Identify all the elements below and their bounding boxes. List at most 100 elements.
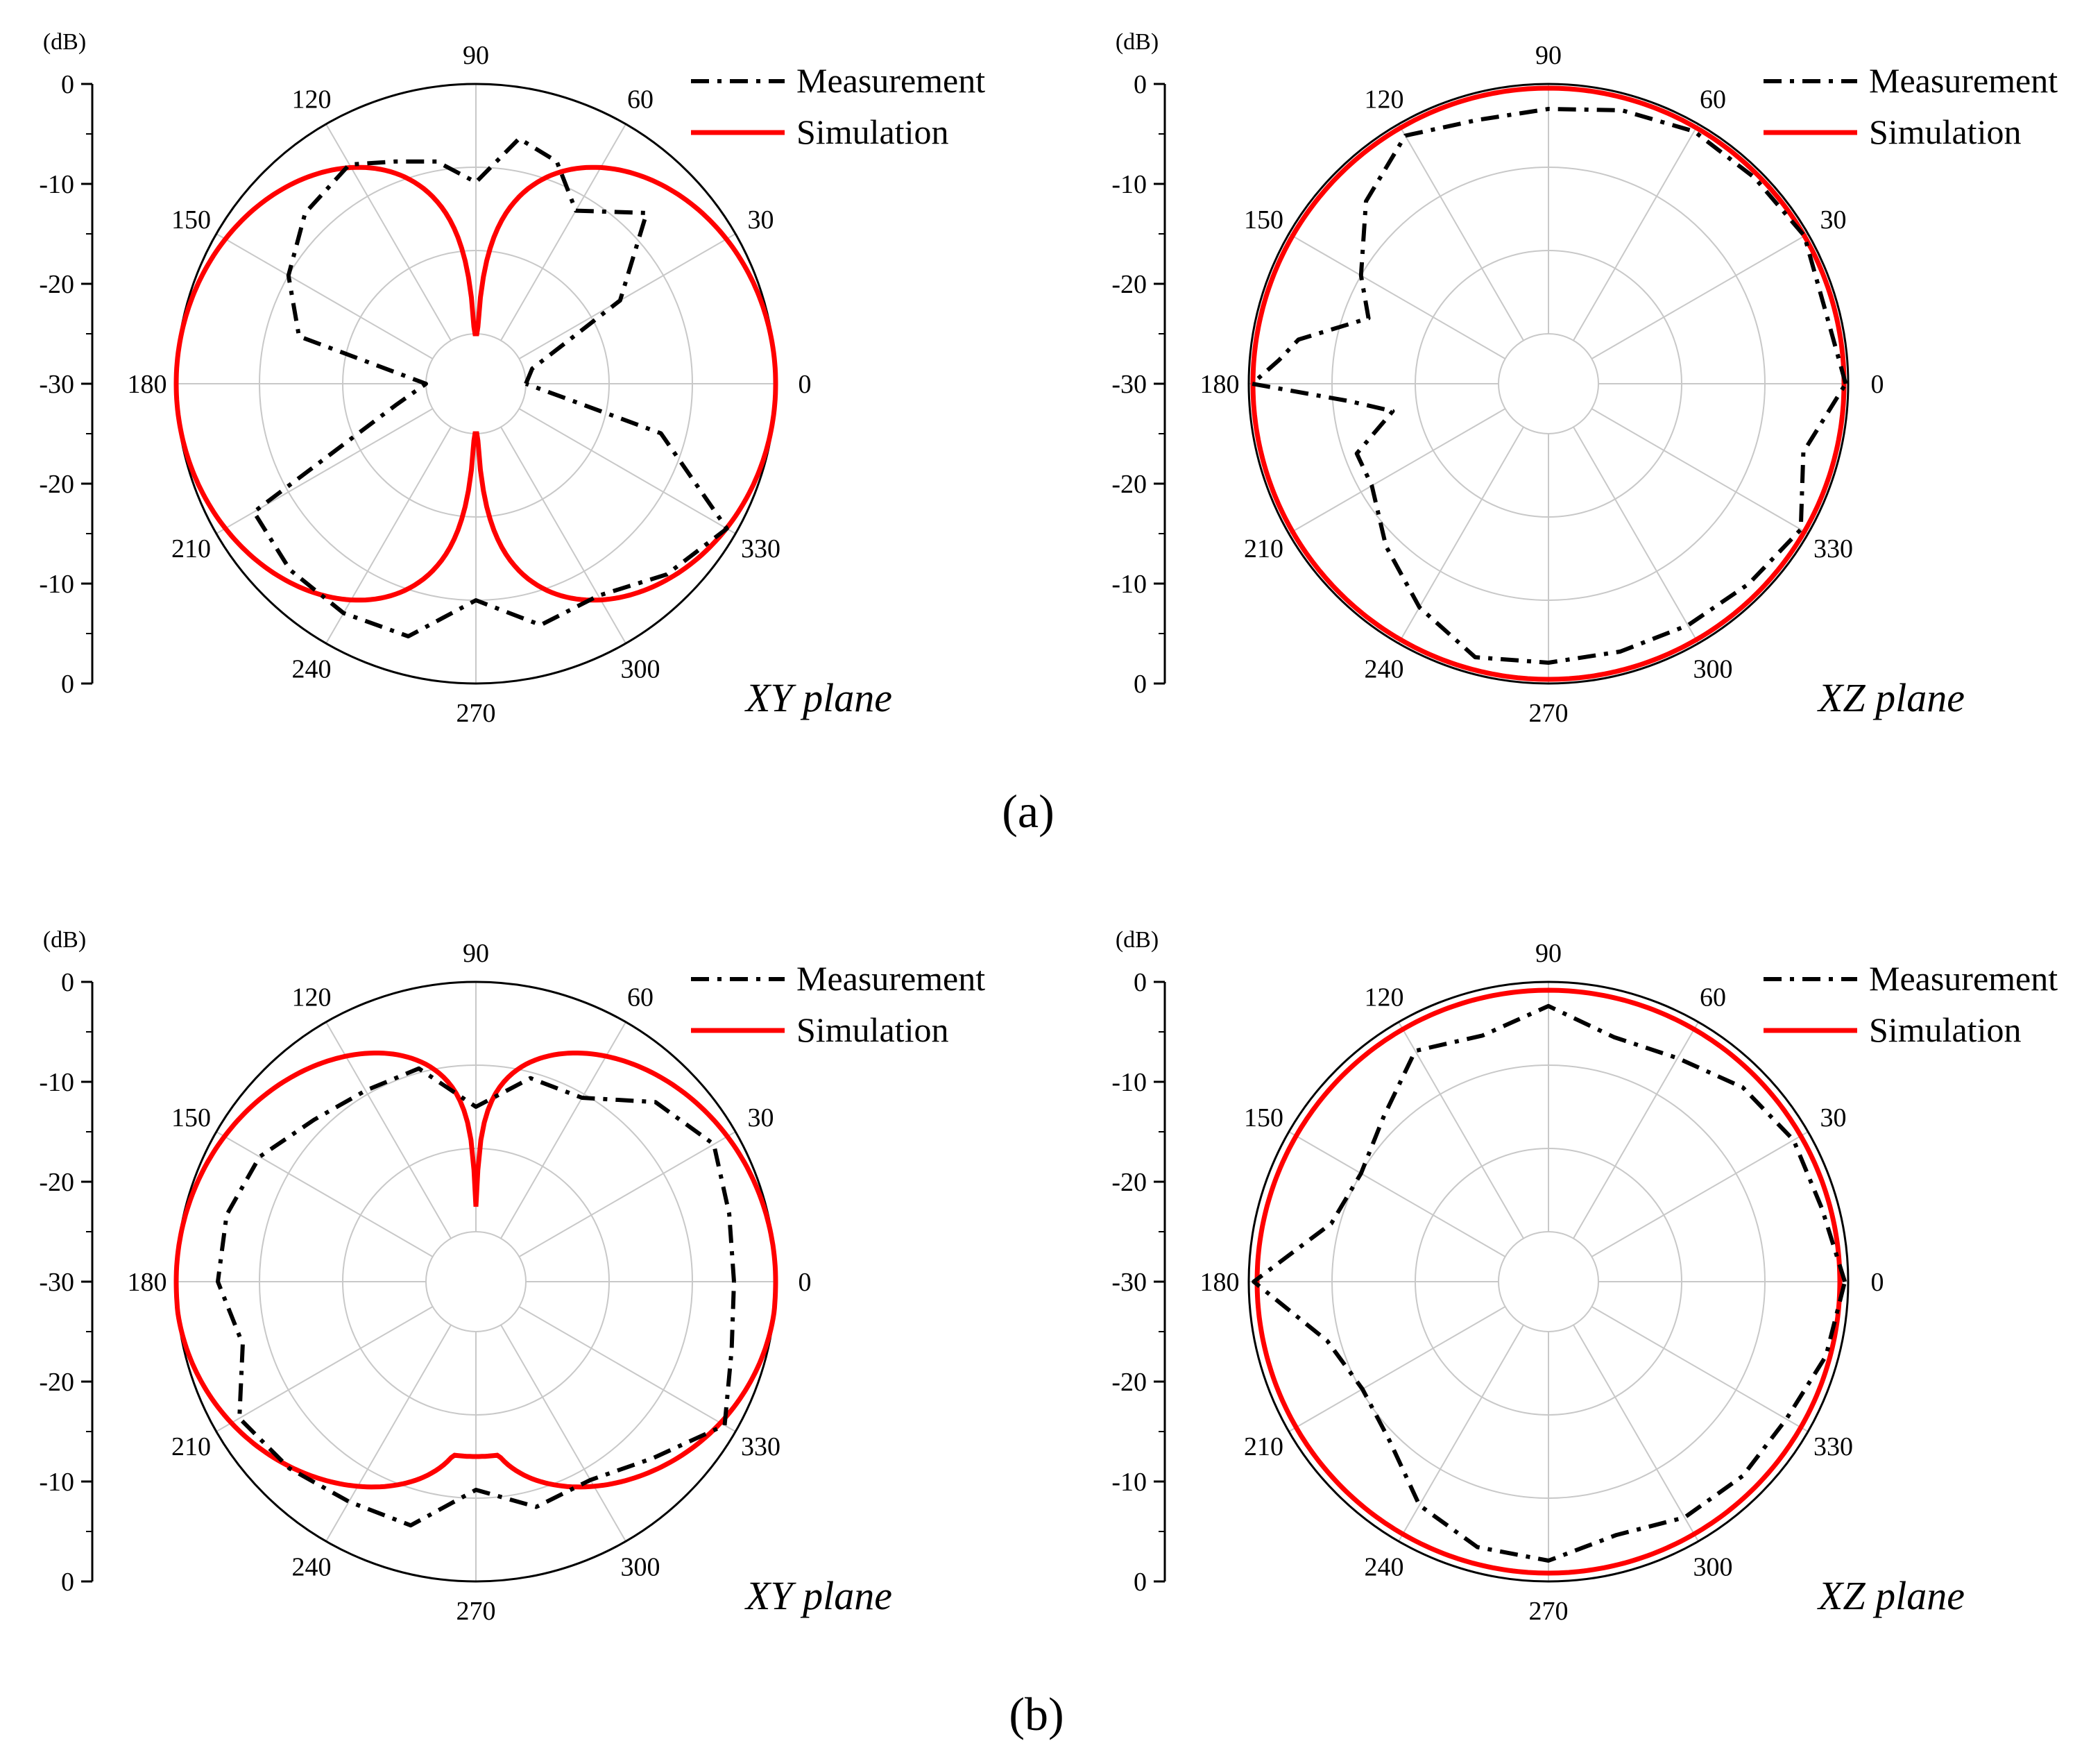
angle-tick-label: 240 (292, 654, 332, 684)
legend-measurement-label: Measurement (1869, 959, 2058, 998)
radial-tick-label: -10 (1111, 570, 1147, 599)
grid-circle (425, 1231, 527, 1332)
angle-tick-label: 30 (1820, 205, 1846, 235)
radial-unit-label: (dB) (1116, 29, 1159, 55)
angle-tick-label: 180 (128, 370, 167, 399)
radial-tick-label: -10 (39, 570, 74, 599)
radial-tick-label: -10 (1111, 170, 1147, 199)
grid-spoke (1573, 426, 1699, 644)
measurement-series-line (251, 136, 729, 638)
angle-tick-label: 0 (1871, 1268, 1884, 1297)
grid-spoke (216, 233, 434, 359)
angle-tick-label: 210 (1244, 534, 1283, 563)
grid-spoke (1573, 1324, 1699, 1542)
radial-tick-label: -30 (39, 370, 74, 399)
angle-tick-label: 180 (128, 1268, 167, 1297)
angle-tick-label: 330 (1813, 1432, 1853, 1461)
grid-spoke (216, 1131, 434, 1257)
angle-tick-label: 270 (456, 1597, 496, 1626)
angle-tick-label: 30 (747, 1103, 774, 1132)
grid-spoke (1591, 1306, 1809, 1432)
angle-tick-label: 60 (627, 983, 654, 1012)
grid-circle (1498, 333, 1599, 434)
legend-measurement-label: Measurement (796, 959, 985, 998)
radial-tick-label: -30 (1111, 1268, 1147, 1297)
angle-tick-label: 270 (1529, 699, 1569, 728)
radial-tick-label: -30 (1111, 370, 1147, 399)
angle-tick-label: 120 (292, 983, 332, 1012)
grid-spoke (518, 408, 736, 534)
outer-circle (1247, 83, 1850, 685)
radial-tick-label: 0 (1134, 968, 1147, 997)
angle-tick-label: 90 (1535, 939, 1562, 968)
plane-label: XY plane (744, 675, 892, 720)
grid-spoke (1288, 1306, 1506, 1432)
grid-spoke (1288, 1131, 1506, 1257)
angle-tick-label: 150 (1244, 205, 1283, 235)
legend-simulation-label: Simulation (1869, 1010, 2021, 1049)
legend-measurement-label: Measurement (796, 61, 985, 100)
grid-spoke (518, 233, 736, 359)
angle-tick-label: 30 (747, 205, 774, 235)
grid-spoke (1573, 1021, 1699, 1239)
angle-tick-label: 120 (1365, 983, 1404, 1012)
radial-unit-label: (dB) (43, 29, 86, 55)
grid-spoke (1398, 124, 1524, 341)
polar-chart-b-xy: 0 30 60 90 120 150 180 210 240 270 300 330 0 -10 -20 -3… (39, 927, 985, 1626)
panel-label-a: (a) (1002, 785, 1054, 838)
radial-unit-label: (dB) (43, 927, 86, 953)
grid-spoke (216, 1306, 434, 1432)
angle-tick-label: 330 (741, 1432, 780, 1461)
angle-tick-label: 270 (1529, 1597, 1569, 1626)
angle-tick-label: 330 (741, 534, 780, 563)
angle-tick-label: 210 (171, 1432, 211, 1461)
angle-tick-label: 300 (1693, 654, 1733, 684)
angle-tick-label: 180 (1200, 370, 1240, 399)
angle-tick-label: 180 (1200, 1268, 1240, 1297)
angle-tick-label: 240 (292, 1552, 332, 1581)
radial-tick-label: 0 (1134, 70, 1147, 99)
grid-spoke (1288, 408, 1506, 534)
grid-spoke (1591, 233, 1809, 359)
angle-tick-label: 150 (171, 205, 211, 235)
grid-spoke (1591, 408, 1809, 534)
grid-spoke (518, 1131, 736, 1257)
angle-tick-label: 120 (1365, 85, 1404, 114)
simulation-series-line (173, 164, 778, 603)
angle-tick-label: 0 (799, 370, 812, 399)
simulation-series-line (173, 1051, 778, 1490)
angle-tick-label: 300 (621, 654, 660, 684)
angle-tick-label: 330 (1813, 534, 1853, 563)
grid-spoke (1398, 1324, 1524, 1542)
radial-tick-label: 0 (61, 1568, 74, 1597)
radial-tick-label: 0 (61, 70, 74, 99)
grid-spoke (500, 1324, 626, 1542)
angle-tick-label: 90 (463, 41, 489, 70)
radial-tick-label: -10 (39, 1068, 74, 1097)
radial-tick-label: -20 (1111, 1368, 1147, 1397)
angle-tick-label: 60 (1700, 983, 1726, 1012)
radial-tick-label: -20 (39, 470, 74, 499)
grid-spoke (1591, 1131, 1809, 1257)
radial-tick-label: -30 (39, 1268, 74, 1297)
radial-unit-label: (dB) (1116, 927, 1159, 953)
angle-tick-label: 60 (1700, 85, 1726, 114)
radial-tick-label: -20 (1111, 470, 1147, 499)
legend-measurement-label: Measurement (1869, 61, 2058, 100)
outer-circle (1247, 981, 1850, 1583)
angle-tick-label: 300 (1693, 1552, 1733, 1581)
radial-tick-label: -10 (39, 170, 74, 199)
angle-tick-label: 150 (171, 1103, 211, 1132)
legend-simulation-label: Simulation (796, 1010, 948, 1049)
radial-tick-label: 0 (61, 968, 74, 997)
legend-simulation-label: Simulation (1869, 112, 2021, 151)
grid-spoke (500, 124, 626, 341)
polar-chart-b-xz: 0 30 60 90 120 150 180 210 240 270 300 330 0 -10 -20 -3… (1111, 927, 2058, 1626)
angle-tick-label: 90 (463, 939, 489, 968)
angle-tick-label: 210 (171, 534, 211, 563)
angle-tick-label: 210 (1244, 1432, 1283, 1461)
radial-tick-label: -20 (39, 270, 74, 299)
polar-chart-a-xy: 0 30 60 90 120 150 180 210 240 270 300 330 0 -10 -20 -3… (39, 29, 985, 728)
grid-spoke (1398, 1021, 1524, 1239)
